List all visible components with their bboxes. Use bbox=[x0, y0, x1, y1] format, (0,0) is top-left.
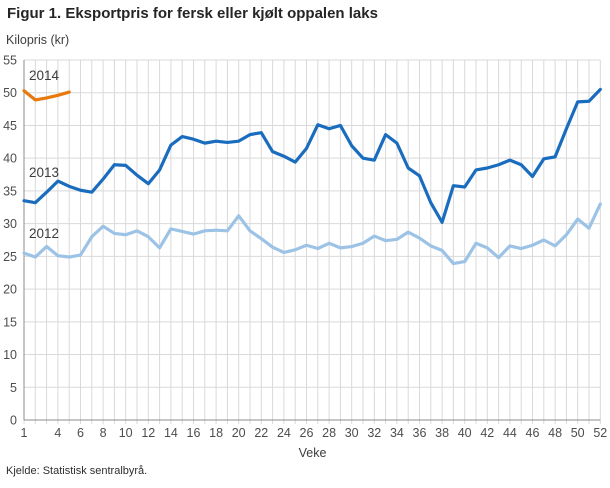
y-tick-label: 30 bbox=[3, 217, 17, 231]
series-line-2013 bbox=[22, 87, 602, 224]
x-tick-label: 24 bbox=[277, 426, 291, 440]
x-tick-label: 18 bbox=[209, 426, 223, 440]
series-line-2012 bbox=[22, 202, 602, 266]
series-label-2012: 2012 bbox=[29, 226, 60, 241]
x-tick-label: 40 bbox=[458, 426, 472, 440]
series-line-2014 bbox=[22, 89, 71, 102]
y-axis-title: Kilopris (kr) bbox=[6, 33, 70, 47]
x-tick-label: 12 bbox=[141, 426, 155, 440]
y-tick-label: 20 bbox=[3, 283, 17, 297]
x-tick-label: 52 bbox=[593, 426, 607, 440]
y-tick-label: 25 bbox=[3, 250, 17, 264]
x-tick-label: 46 bbox=[526, 426, 540, 440]
x-tick-label: 22 bbox=[254, 426, 268, 440]
x-tick-label: 1 bbox=[21, 426, 28, 440]
y-tick-label: 55 bbox=[3, 54, 17, 68]
series-label-2013: 2013 bbox=[29, 165, 60, 180]
y-tick-label: 15 bbox=[3, 315, 17, 329]
x-tick-label: 8 bbox=[100, 426, 107, 440]
y-tick-label: 0 bbox=[10, 414, 17, 428]
x-tick-label: 48 bbox=[548, 426, 562, 440]
y-tick-label: 45 bbox=[3, 119, 17, 133]
x-tick-label: 44 bbox=[503, 426, 517, 440]
x-tick-label: 16 bbox=[187, 426, 201, 440]
y-tick-label: 5 bbox=[10, 381, 17, 395]
figure-title: Figur 1. Eksportpris for fersk eller kjø… bbox=[7, 5, 378, 22]
x-tick-label: 50 bbox=[571, 426, 585, 440]
x-tick-label: 20 bbox=[232, 426, 246, 440]
y-tick-label: 35 bbox=[3, 184, 17, 198]
y-tick-label: 40 bbox=[3, 152, 17, 166]
gridlines bbox=[23, 59, 601, 424]
y-tick-label: 10 bbox=[3, 348, 17, 362]
x-tick-label: 6 bbox=[77, 426, 84, 440]
x-tick-label: 42 bbox=[480, 426, 494, 440]
x-tick-label: 14 bbox=[164, 426, 178, 440]
x-axis-title: Veke bbox=[298, 446, 327, 460]
x-tick-label: 36 bbox=[413, 426, 427, 440]
x-tick-label: 26 bbox=[300, 426, 314, 440]
x-tick-label: 4 bbox=[54, 426, 61, 440]
x-tick-label: 34 bbox=[390, 426, 404, 440]
x-tick-label: 30 bbox=[345, 426, 359, 440]
x-tick-label: 32 bbox=[367, 426, 381, 440]
source-note: Kjelde: Statistisk sentralbyrå. bbox=[6, 465, 148, 477]
y-tick-label: 50 bbox=[3, 86, 17, 100]
series-label-2014: 2014 bbox=[29, 68, 60, 83]
x-tick-label: 10 bbox=[119, 426, 133, 440]
x-tick-label: 28 bbox=[322, 426, 336, 440]
x-tick-label: 38 bbox=[435, 426, 449, 440]
